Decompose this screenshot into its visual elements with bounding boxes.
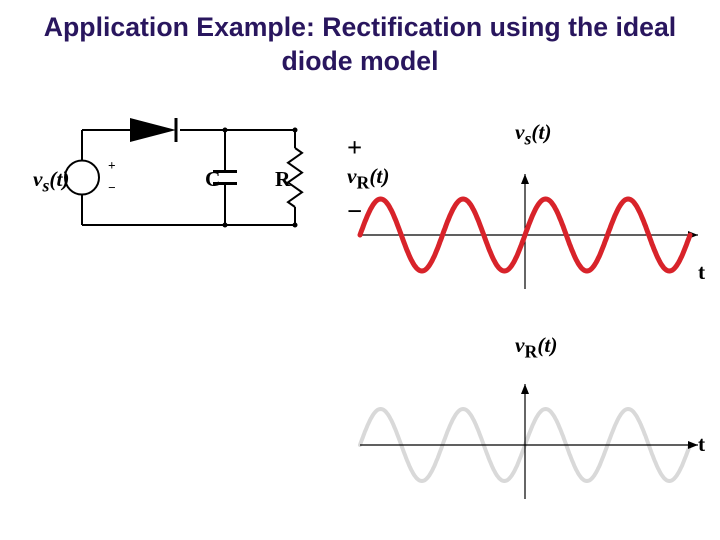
vr-plot-t-label: t xyxy=(698,432,705,457)
vr-plot-title: vR(t) xyxy=(515,333,557,362)
vr-plot xyxy=(0,0,720,540)
